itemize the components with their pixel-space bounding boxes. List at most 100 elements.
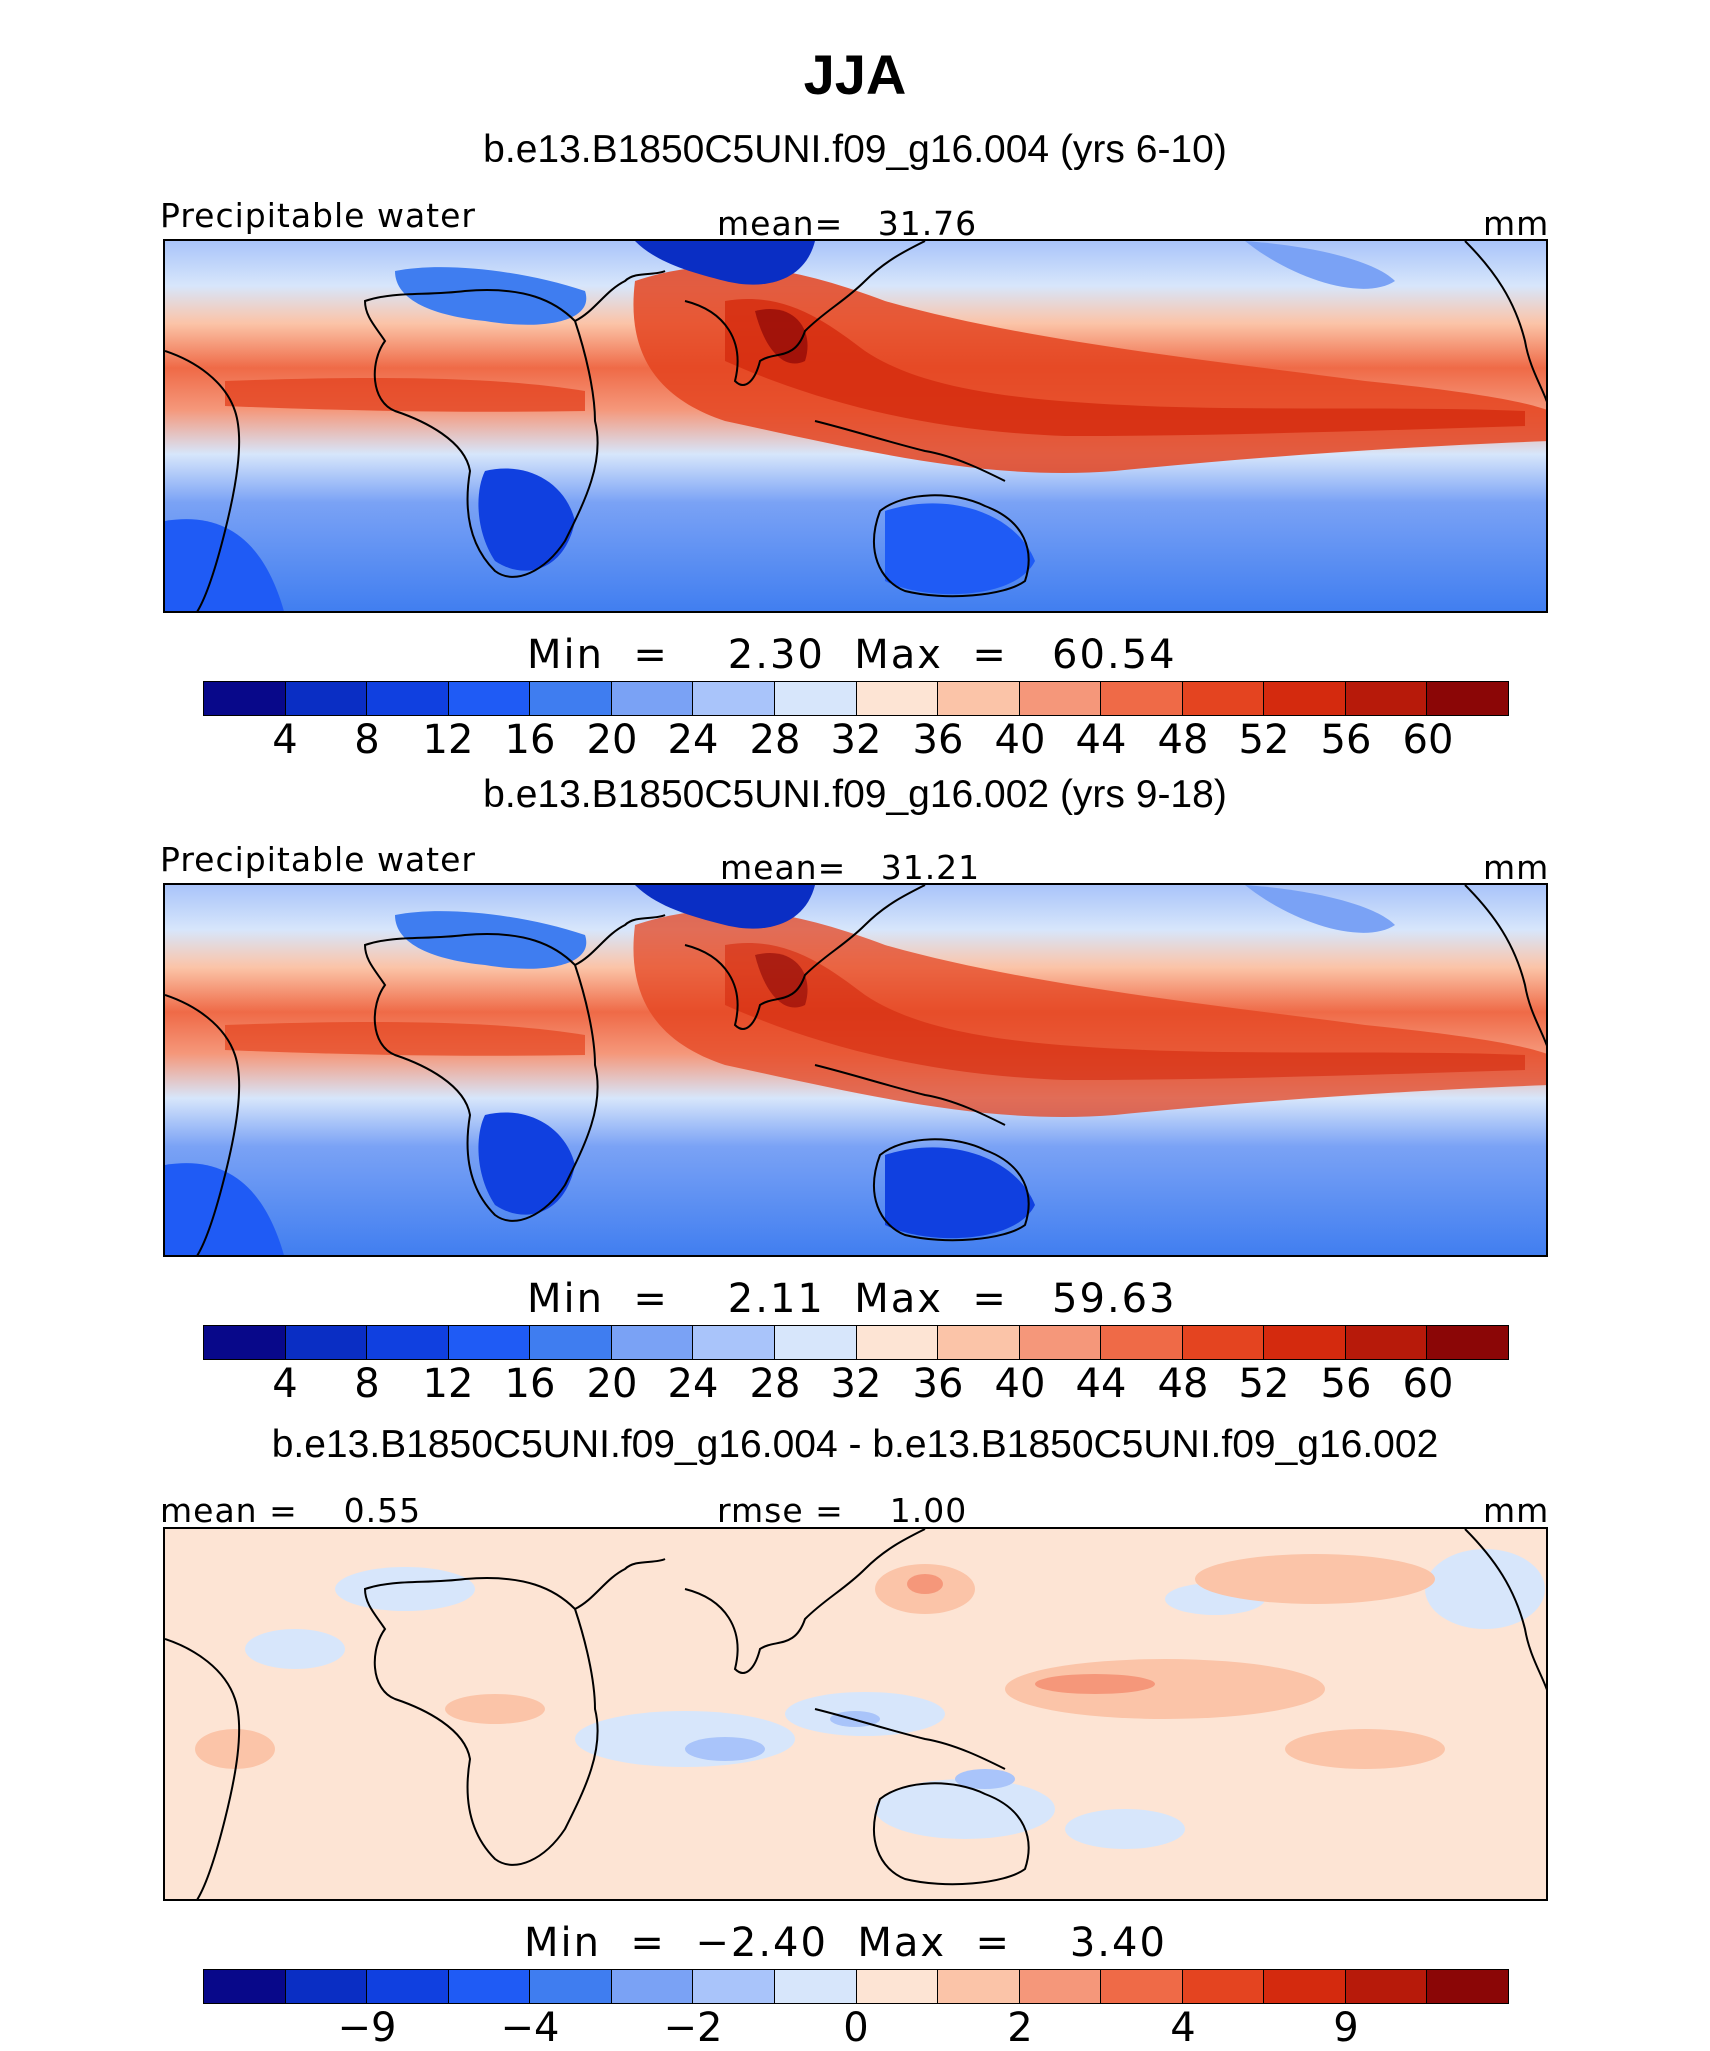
colorbar-swatch <box>1101 682 1183 715</box>
colorbar-tick: 36 <box>912 1361 964 1407</box>
colorbar-tick: 52 <box>1238 1361 1290 1407</box>
colorbar-swatch <box>448 682 531 715</box>
colorbar-swatch <box>285 1326 368 1359</box>
colorbar-swatch <box>285 682 368 715</box>
colorbar-swatch <box>530 1970 612 2003</box>
panel-2-map <box>163 883 1548 1257</box>
colorbar-swatch <box>448 1326 531 1359</box>
panel-3-min-max: Min = −2.40 Max = 3.40 <box>524 1920 1167 1966</box>
panel-1-min-max: Min = 2.30 Max = 60.54 <box>527 632 1177 678</box>
colorbar-swatch <box>530 682 612 715</box>
colorbar-tick: 32 <box>830 1361 882 1407</box>
colorbar-tick: 20 <box>586 1361 638 1407</box>
panel-2-colorbar <box>203 1325 1509 1360</box>
colorbar-tick: 36 <box>912 717 964 763</box>
panel-2-map-field <box>165 885 1546 1255</box>
colorbar-tick: 48 <box>1157 717 1209 763</box>
colorbar-swatch <box>1182 1970 1265 2003</box>
colorbar-swatch <box>1345 1326 1428 1359</box>
colorbar-swatch <box>1019 1326 1102 1359</box>
colorbar-swatch <box>1264 682 1346 715</box>
colorbar-tick: 24 <box>667 717 719 763</box>
colorbar-swatch <box>1264 1970 1346 2003</box>
colorbar-tick: 8 <box>354 1361 380 1407</box>
panel-3-map-field <box>165 1529 1546 1899</box>
panel-3-title: b.e13.B1850C5UNI.f09_g16.004 - b.e13.B18… <box>271 1423 1439 1466</box>
panel-1-units: mm <box>1483 204 1550 243</box>
colorbar-swatch <box>1427 1326 1508 1359</box>
colorbar-swatch <box>693 682 775 715</box>
colorbar-swatch <box>1427 1970 1508 2003</box>
colorbar-tick: 28 <box>749 1361 801 1407</box>
colorbar-swatch <box>774 682 857 715</box>
panel-2-min-max: Min = 2.11 Max = 59.63 <box>527 1276 1177 1322</box>
colorbar-swatch <box>448 1970 531 2003</box>
colorbar-tick: 12 <box>422 1361 474 1407</box>
colorbar-tick: 28 <box>749 717 801 763</box>
colorbar-swatch <box>774 1326 857 1359</box>
panel-1-colorbar <box>203 681 1509 716</box>
colorbar-tick: 40 <box>994 717 1046 763</box>
colorbar-swatch <box>1182 1326 1265 1359</box>
colorbar-tick: 44 <box>1075 1361 1127 1407</box>
panel-1-map <box>163 239 1548 613</box>
colorbar-swatch <box>204 682 286 715</box>
colorbar-swatch <box>611 1326 694 1359</box>
colorbar-swatch <box>856 1970 939 2003</box>
colorbar-tick: −4 <box>500 2005 560 2051</box>
colorbar-tick: 60 <box>1402 717 1454 763</box>
colorbar-swatch <box>693 1326 775 1359</box>
colorbar-tick: −9 <box>337 2005 397 2051</box>
colorbar-tick: 56 <box>1320 717 1372 763</box>
colorbar-swatch <box>938 682 1020 715</box>
colorbar-swatch <box>530 1326 612 1359</box>
colorbar-tick: 9 <box>1333 2005 1359 2051</box>
colorbar-swatch <box>611 1970 694 2003</box>
colorbar-swatch <box>1101 1326 1183 1359</box>
panel-3-mean-label: mean = 0.55 <box>160 1491 422 1530</box>
colorbar-tick: 56 <box>1320 1361 1372 1407</box>
colorbar-tick: −2 <box>663 2005 723 2051</box>
colorbar-swatch <box>1345 1970 1428 2003</box>
panel-1-mean-label: mean= 31.76 <box>717 204 978 243</box>
colorbar-tick: 4 <box>272 1361 298 1407</box>
colorbar-tick: 4 <box>272 717 298 763</box>
colorbar-tick: 44 <box>1075 717 1127 763</box>
panel-3-map <box>163 1527 1548 1901</box>
colorbar-swatch <box>204 1970 286 2003</box>
colorbar-swatch <box>1427 682 1508 715</box>
colorbar-swatch <box>938 1970 1020 2003</box>
colorbar-swatch <box>204 1326 286 1359</box>
panel-2-units: mm <box>1483 848 1550 887</box>
colorbar-tick: 20 <box>586 717 638 763</box>
colorbar-swatch <box>1264 1326 1346 1359</box>
colorbar-tick: 52 <box>1238 717 1290 763</box>
colorbar-swatch <box>367 682 449 715</box>
colorbar-swatch <box>856 682 939 715</box>
panel-2-variable-label: Precipitable water <box>160 840 476 879</box>
colorbar-tick: 32 <box>830 717 882 763</box>
colorbar-swatch <box>367 1326 449 1359</box>
colorbar-tick: 4 <box>1170 2005 1196 2051</box>
colorbar-tick: 2 <box>1007 2005 1033 2051</box>
colorbar-swatch <box>1019 682 1102 715</box>
colorbar-tick: 0 <box>843 2005 869 2051</box>
page-title: JJA <box>803 43 907 106</box>
colorbar-swatch <box>1019 1970 1102 2003</box>
colorbar-swatch <box>856 1326 939 1359</box>
colorbar-swatch <box>938 1326 1020 1359</box>
panel-2-mean-label: mean= 31.21 <box>720 848 981 887</box>
colorbar-swatch <box>774 1970 857 2003</box>
colorbar-tick: 48 <box>1157 1361 1209 1407</box>
colorbar-swatch <box>1345 682 1428 715</box>
colorbar-swatch <box>693 1970 775 2003</box>
panel-2-title: b.e13.B1850C5UNI.f09_g16.002 (yrs 9-18) <box>483 773 1227 816</box>
colorbar-swatch <box>285 1970 368 2003</box>
colorbar-tick: 8 <box>354 717 380 763</box>
colorbar-tick: 24 <box>667 1361 719 1407</box>
colorbar-tick: 16 <box>504 717 556 763</box>
panel-1-variable-label: Precipitable water <box>160 196 476 235</box>
panel-1-title: b.e13.B1850C5UNI.f09_g16.004 (yrs 6-10) <box>483 128 1227 171</box>
colorbar-swatch <box>367 1970 449 2003</box>
panel-3-rmse-label: rmse = 1.00 <box>717 1491 968 1530</box>
